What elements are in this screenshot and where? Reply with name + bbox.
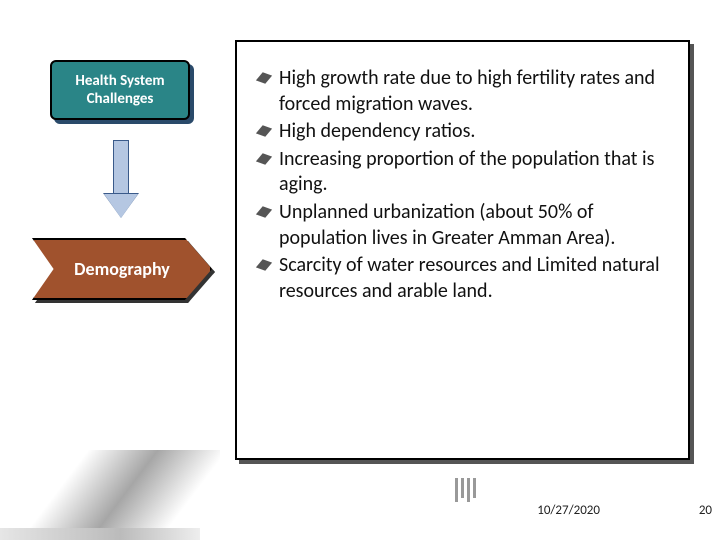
demography-label: Demography (74, 258, 170, 280)
arrow-down-icon (104, 140, 138, 220)
footer-date: 10/27/2020 (537, 503, 600, 518)
health-system-challenges-box: Health SystemChallenges (50, 60, 190, 120)
list-item: Scarcity of water resources and Limited … (257, 253, 668, 304)
content-box: High growth rate due to high fertility r… (235, 40, 690, 460)
health-system-challenges-label: Health SystemChallenges (75, 72, 164, 108)
slide: Health SystemChallenges Demography High … (0, 0, 720, 540)
list-item: Unplanned urbanization (about 50% of pop… (257, 200, 668, 251)
decorative-wedge (0, 450, 220, 540)
list-item: High growth rate due to high fertility r… (257, 66, 668, 117)
footer-page-number: 20 (699, 503, 712, 518)
list-item: High dependency ratios. (257, 119, 668, 145)
footer-tick-marks (455, 478, 476, 502)
bullet-list: High growth rate due to high fertility r… (257, 66, 668, 304)
list-item: Increasing proportion of the population … (257, 147, 668, 198)
demography-box: Demography (32, 238, 216, 304)
